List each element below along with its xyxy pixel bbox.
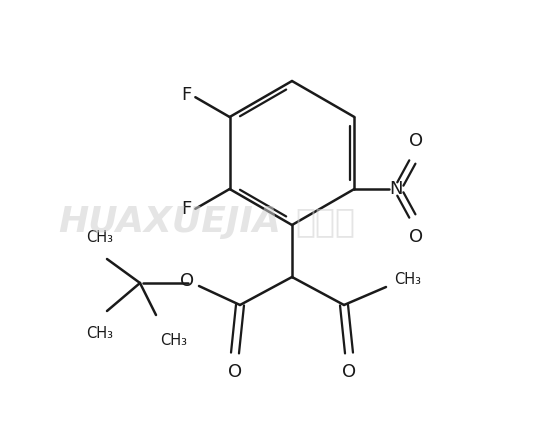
- Text: CH₃: CH₃: [86, 230, 114, 245]
- Text: O: O: [410, 132, 423, 150]
- Text: O: O: [342, 363, 356, 381]
- Text: CH₃: CH₃: [161, 333, 187, 348]
- Text: CH₃: CH₃: [86, 326, 114, 341]
- Text: N: N: [390, 180, 403, 198]
- Text: O: O: [180, 272, 194, 290]
- Text: HUAXUEJIA: HUAXUEJIA: [58, 205, 281, 239]
- Text: 化学加: 化学加: [295, 206, 355, 238]
- Text: F: F: [181, 200, 191, 218]
- Text: O: O: [228, 363, 242, 381]
- Text: O: O: [410, 228, 423, 246]
- Text: F: F: [181, 86, 191, 104]
- Text: CH₃: CH₃: [395, 272, 422, 287]
